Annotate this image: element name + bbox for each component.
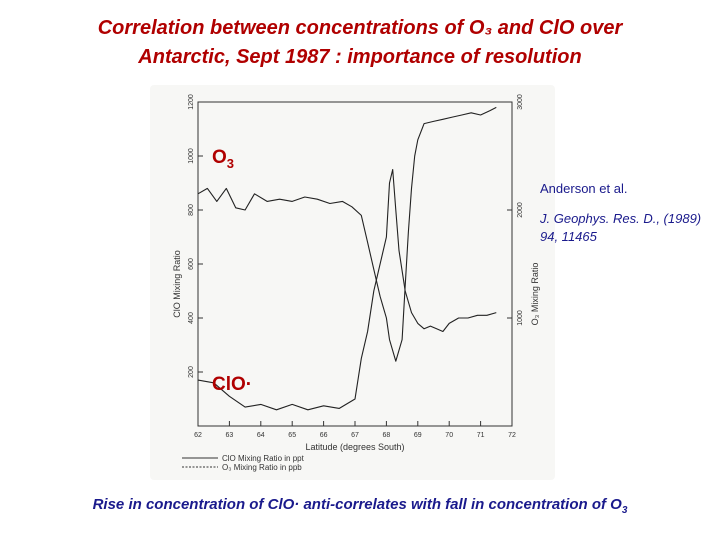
x-tick-label: 71 — [477, 432, 485, 439]
y-left-tick-label: 800 — [188, 204, 195, 216]
reference-author: Anderson et al. — [540, 181, 628, 196]
y-left-tick-label: 400 — [188, 312, 195, 324]
o3-label-base: O — [212, 147, 227, 168]
o3-curve-label: O3 — [212, 147, 234, 171]
y-left-tick-label: 600 — [188, 258, 195, 270]
slide-title: Correlation between concentrations of O₃… — [0, 14, 720, 72]
legend: ClO Mixing Ratio in ppt O₃ Mixing Ratio … — [182, 454, 305, 472]
y-right-tick-label: 1000 — [517, 310, 524, 326]
clo-series-line — [197, 168, 497, 411]
clo-curve-label: ClO· — [212, 374, 253, 395]
y-left-tick-label: 1000 — [188, 148, 195, 164]
y-right-tick-label: 2000 — [517, 202, 524, 218]
x-tick-label: 67 — [351, 432, 359, 439]
y-left-tick-label: 1200 — [188, 94, 195, 110]
scanned-figure-background — [150, 85, 555, 480]
o3-series-line — [197, 106, 497, 362]
legend-entry-o3: O₃ Mixing Ratio in ppb — [222, 463, 302, 472]
axis-ticks: 62 63 64 65 66 67 68 69 70 71 72 200 400 600 800 1000 12… — [188, 94, 524, 439]
y-right-tick-label: 3000 — [517, 94, 524, 110]
y-axis-right-label: O₃ Mixing Ratio — [530, 263, 540, 326]
x-tick-label: 68 — [383, 432, 391, 439]
series-lines — [197, 106, 497, 411]
y-axis-left-label: ClO Mixing Ratio — [172, 250, 182, 318]
x-tick-label: 65 — [288, 432, 296, 439]
caption: Rise in concentration of ClO· anti-corre… — [0, 496, 720, 516]
x-axis-label: Latitude (degrees South) — [305, 442, 404, 452]
title-line-1: Correlation between concentrations of O₃… — [97, 17, 623, 39]
x-tick-label: 66 — [320, 432, 328, 439]
caption-text: Rise in concentration of ClO· anti-corre… — [92, 496, 622, 513]
reference-journal: J. Geophys. Res. D., (1989) 94, 11465 — [540, 211, 702, 244]
x-tick-label: 64 — [257, 432, 265, 439]
y-left-tick-label: 200 — [188, 366, 195, 378]
x-tick-label: 72 — [508, 432, 516, 439]
x-tick-label: 62 — [194, 432, 202, 439]
x-tick-label: 69 — [414, 432, 422, 439]
o3-label-subscript: 3 — [226, 155, 235, 171]
legend-entry-clo: ClO Mixing Ratio in ppt — [222, 454, 305, 463]
x-tick-label: 70 — [445, 432, 453, 439]
x-tick-label: 63 — [226, 432, 234, 439]
title-line-2: Antarctic, Sept 1987 : importance of res… — [138, 46, 582, 68]
caption-subscript: 3 — [621, 505, 628, 516]
